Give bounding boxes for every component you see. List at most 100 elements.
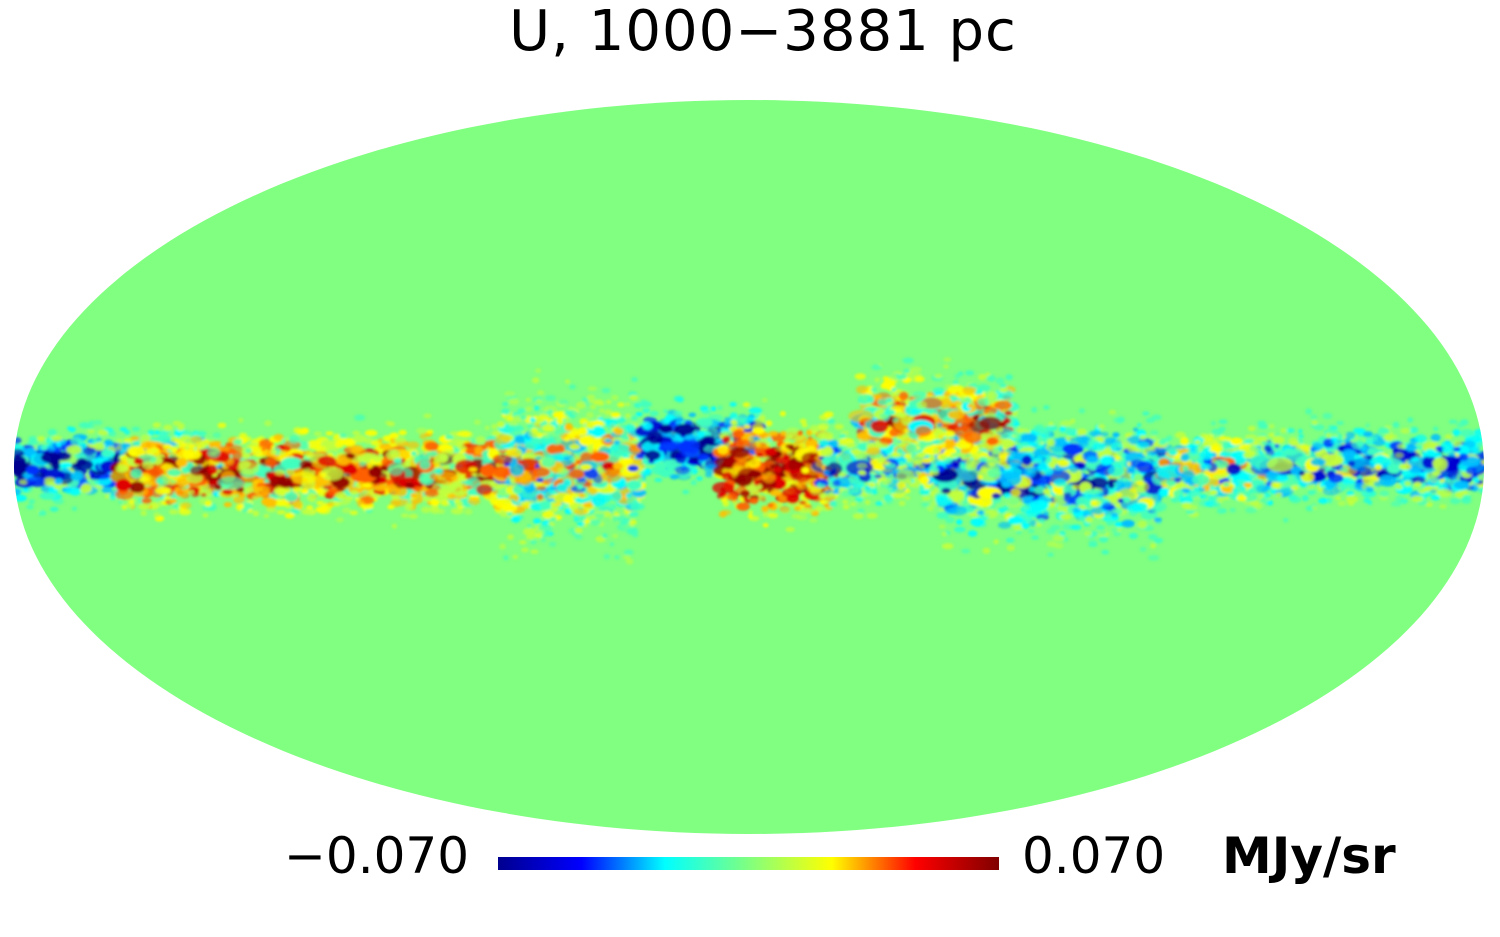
- emission-blob: [1038, 494, 1052, 506]
- emission-blob: [937, 422, 943, 427]
- emission-blob: [640, 469, 650, 477]
- emission-blob: [1199, 494, 1207, 499]
- emission-blob: [801, 452, 820, 465]
- emission-blob: [1229, 507, 1236, 513]
- emission-blob: [125, 502, 134, 509]
- emission-blob: [1121, 519, 1135, 528]
- emission-blob: [934, 373, 943, 379]
- emission-blob: [696, 476, 703, 481]
- emission-blob: [509, 477, 516, 482]
- emission-blob: [1023, 466, 1036, 478]
- emission-blob: [22, 487, 29, 493]
- emission-blob: [536, 478, 544, 483]
- emission-blob: [834, 423, 844, 430]
- emission-blob: [1179, 496, 1193, 504]
- emission-blob: [368, 466, 383, 478]
- emission-blob: [832, 479, 842, 487]
- emission-blob: [827, 418, 835, 424]
- emission-blob: [767, 503, 774, 508]
- emission-blob: [613, 462, 623, 470]
- emission-blob: [773, 466, 782, 474]
- emission-blob: [586, 394, 596, 401]
- emission-blob: [710, 406, 717, 412]
- emission-blob: [932, 447, 940, 454]
- emission-blob: [265, 457, 278, 468]
- emission-blob: [625, 558, 634, 565]
- emission-blob: [590, 429, 606, 437]
- emission-blob: [578, 492, 586, 499]
- emission-blob: [601, 387, 611, 394]
- emission-blob: [1117, 416, 1125, 422]
- emission-blob: [563, 437, 570, 442]
- emission-blob: [986, 437, 999, 446]
- emission-blob: [470, 438, 476, 444]
- emission-blob: [1221, 450, 1232, 458]
- emission-blob: [1096, 525, 1105, 531]
- emission-blob: [503, 555, 509, 561]
- emission-blob: [70, 471, 83, 481]
- emission-blob: [1004, 410, 1013, 416]
- emission-blob: [921, 495, 931, 501]
- emission-blob: [202, 513, 209, 518]
- emission-blob: [921, 502, 930, 507]
- emission-blob: [1046, 528, 1056, 535]
- emission-blob: [1019, 433, 1038, 443]
- emission-blob: [613, 511, 619, 517]
- emission-blob: [541, 456, 556, 468]
- emission-blob: [1221, 485, 1235, 494]
- emission-blob: [472, 473, 480, 478]
- emission-blob: [474, 419, 481, 425]
- emission-blob: [1128, 532, 1138, 540]
- emission-blob: [769, 489, 783, 497]
- emission-blob: [1089, 430, 1102, 437]
- emission-blob: [991, 492, 1001, 499]
- emission-blob: [1052, 438, 1068, 447]
- emission-blob: [696, 453, 710, 461]
- emission-blob: [14, 455, 27, 471]
- emission-blob: [1139, 434, 1146, 440]
- emission-blob: [931, 466, 940, 473]
- emission-blob: [438, 488, 450, 495]
- emission-blob: [895, 411, 906, 418]
- emission-blob: [259, 438, 274, 448]
- emission-blob: [423, 413, 432, 419]
- emission-blob: [504, 391, 516, 397]
- emission-blob: [71, 506, 78, 511]
- emission-blob: [1135, 441, 1150, 450]
- emission-blob: [511, 515, 521, 523]
- emission-blob: [1208, 494, 1218, 503]
- emission-blob: [883, 409, 896, 416]
- emission-blob: [387, 421, 395, 427]
- emission-blob: [882, 460, 889, 465]
- emission-blob: [941, 531, 948, 537]
- emission-blob: [299, 459, 311, 470]
- emission-blob: [859, 394, 875, 404]
- emission-blob: [718, 431, 735, 440]
- emission-blob: [437, 446, 445, 451]
- emission-blob: [66, 445, 82, 455]
- emission-blob: [83, 447, 96, 456]
- emission-blob: [820, 447, 834, 457]
- emission-blob: [129, 481, 145, 493]
- emission-blob: [506, 511, 513, 516]
- emission-blob: [717, 444, 729, 455]
- emission-blob: [450, 481, 463, 488]
- emission-blob: [1085, 516, 1094, 523]
- emission-blob: [788, 458, 803, 472]
- emission-blob: [896, 469, 915, 483]
- emission-blob: [37, 436, 45, 442]
- emission-blob: [1137, 520, 1148, 529]
- emission-blob: [622, 555, 631, 560]
- emission-blob: [1199, 463, 1212, 471]
- emission-blob: [1117, 498, 1124, 503]
- emission-blob: [915, 425, 932, 437]
- emission-blob: [1111, 527, 1119, 533]
- emission-blob: [1012, 523, 1023, 531]
- emission-blob: [74, 459, 94, 471]
- emission-blob: [857, 508, 865, 513]
- emission-blob: [130, 468, 143, 479]
- emission-blob: [978, 374, 987, 379]
- emission-blob: [791, 480, 799, 486]
- emission-blob: [514, 434, 525, 445]
- emission-blob: [856, 385, 869, 395]
